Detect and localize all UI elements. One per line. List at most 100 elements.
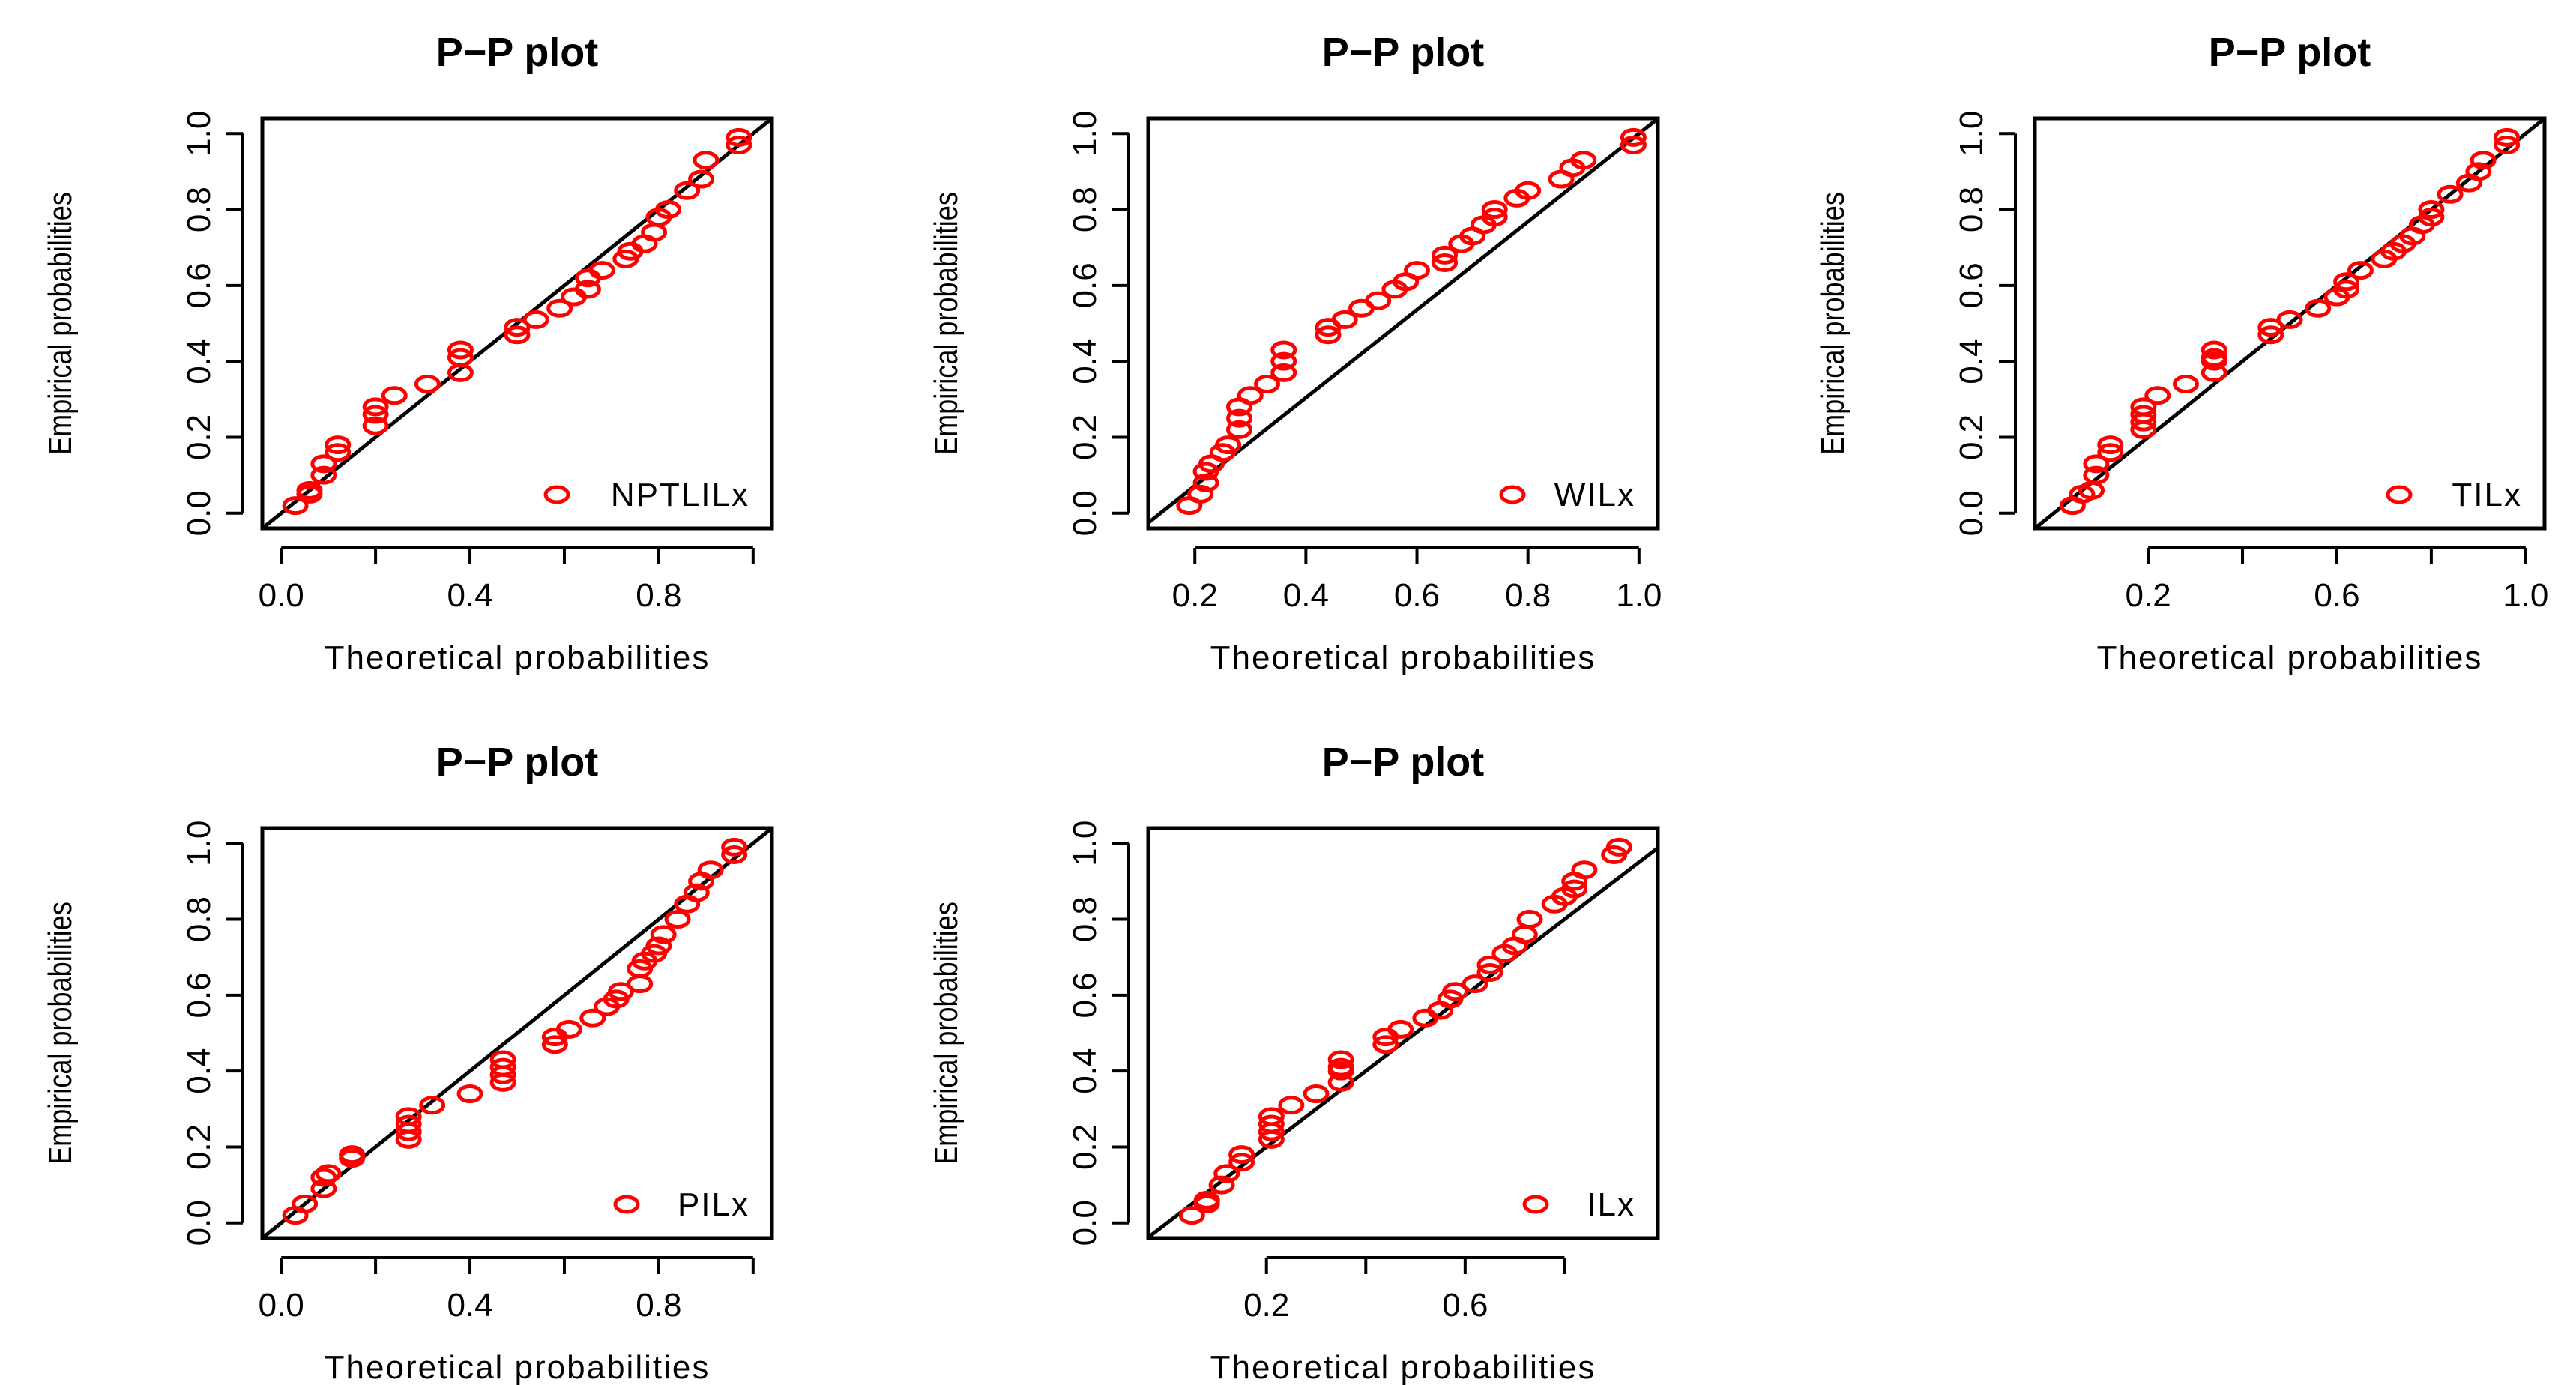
data-point [2470, 151, 2497, 170]
data-point [2305, 298, 2332, 318]
data-point [654, 200, 681, 220]
pp-plot-panel-2: P−P plot 0.2 0.4 0.6 0.8 1.0 0.0 0.2 0.4 0.6 0.8 1.… [928, 30, 1662, 676]
data-point [688, 169, 715, 189]
data-point [627, 974, 654, 994]
y-tick-label: 0.6 [1067, 262, 1103, 308]
y-tick-label: 0.4 [1067, 339, 1103, 384]
x-tick-label: 0.8 [636, 1287, 681, 1324]
data-point [1462, 974, 1488, 994]
pp-plot-panel-4: P−P plot 0.0 0.4 0.8 0.0 0.2 0.4 0.6 0.8 1.0 Theor… [42, 740, 774, 1385]
data-point [489, 1050, 516, 1069]
y-tick-label: 1.0 [181, 821, 217, 866]
pp-plot-panel-3: P−P plot 0.2 0.6 1.0 0.0 0.2 0.4 0.6 0.8 1.0 Theor… [1815, 30, 2549, 676]
data-point [282, 496, 309, 516]
data-point [414, 375, 441, 394]
reference-line [1148, 846, 1658, 1238]
x-tick-label: 0.6 [1394, 577, 1440, 614]
legend-label: NPTLILx [611, 477, 749, 513]
data-point [1561, 879, 1588, 899]
data-point [1215, 435, 1242, 455]
x-tick-label: 0.8 [636, 577, 681, 614]
data-point [541, 1035, 568, 1054]
data-point [1315, 325, 1342, 345]
x-tick-label: 1.0 [1616, 577, 1662, 614]
x-tick-label: 0.0 [259, 577, 304, 614]
x-tick-label: 0.4 [447, 577, 492, 614]
y-tick-label: 0.8 [181, 896, 217, 942]
data-point [1481, 208, 1508, 227]
y-tick-label: 0.8 [1953, 187, 1990, 232]
x-tick-label: 0.8 [1505, 577, 1551, 614]
data-point [2494, 127, 2521, 147]
data-point [1270, 340, 1297, 360]
data-point [1187, 484, 1214, 504]
x-tick-label: 0.2 [1243, 1287, 1289, 1324]
data-point [1228, 1145, 1255, 1165]
data-point [721, 837, 748, 857]
data-point [1481, 200, 1508, 220]
data-point [2465, 162, 2492, 181]
data-point [1387, 1019, 1414, 1039]
data-point [395, 1107, 422, 1126]
data-point [1432, 245, 1459, 265]
data-point [2144, 386, 2171, 405]
y-tick-label: 0.2 [181, 1124, 217, 1170]
data-point [697, 860, 724, 880]
y-tick-label: 0.2 [1067, 414, 1103, 460]
data-point [1270, 351, 1297, 371]
chart-title: P−P plot [2209, 30, 2371, 75]
data-point [1476, 962, 1503, 982]
y-tick-label: 0.8 [181, 187, 217, 232]
chart-title: P−P plot [1322, 30, 1485, 75]
y-tick-label: 0.6 [181, 262, 217, 308]
data-point [1570, 151, 1597, 170]
data-point [310, 454, 337, 474]
data-point [726, 135, 752, 154]
legend-marker [2386, 485, 2413, 504]
y-tick-label: 0.0 [1067, 490, 1103, 536]
data-point [2130, 405, 2157, 424]
x-tick-label: 0.2 [2126, 577, 2171, 614]
x-axis-label: Theoretical probabilities [325, 1349, 711, 1385]
data-point [579, 1008, 606, 1028]
y-axis-label: Empirical probabilities [42, 902, 79, 1165]
x-tick-label: 1.0 [2503, 577, 2548, 614]
x-axis-label: Theoretical probabilities [1210, 639, 1596, 676]
x-axis-label: Theoretical probabilities [2097, 639, 2483, 676]
y-tick-label: 0.0 [1953, 490, 1990, 536]
data-point [2276, 310, 2303, 329]
data-point [1254, 375, 1281, 394]
legend-label: PILx [678, 1186, 749, 1223]
data-point [574, 280, 601, 299]
data-point [447, 340, 474, 360]
plot-frame [260, 116, 774, 531]
chart-title: P−P plot [1322, 740, 1485, 785]
y-tick-label: 0.6 [181, 972, 217, 1018]
data-point [1605, 837, 1632, 857]
data-point [683, 883, 710, 902]
data-point [1278, 1096, 1305, 1115]
x-tick-label: 0.2 [1172, 577, 1218, 614]
x-tick-label: 0.0 [259, 1287, 304, 1324]
data-point [2097, 435, 2124, 455]
data-point [721, 845, 748, 864]
y-tick-label: 0.8 [1067, 187, 1103, 232]
y-tick-label: 0.2 [1953, 414, 1990, 460]
data-point [1303, 1084, 1330, 1104]
data-point [693, 151, 720, 170]
y-tick-label: 0.0 [1067, 1200, 1103, 1246]
data-point [2437, 184, 2464, 204]
data-point [2494, 135, 2521, 154]
data-point [522, 310, 549, 329]
y-axis-label: Empirical probabilities [1815, 192, 1851, 455]
y-axis-label: Empirical probabilities [42, 192, 79, 455]
y-tick-label: 0.2 [1067, 1124, 1103, 1170]
data-point [2333, 272, 2360, 292]
reference-line [1148, 118, 1658, 525]
data-point [1208, 1175, 1235, 1195]
x-tick-label: 0.6 [2314, 577, 2359, 614]
y-tick-label: 1.0 [1067, 821, 1103, 866]
data-point [1213, 1164, 1240, 1183]
y-axis-label: Empirical probabilities [928, 192, 965, 455]
